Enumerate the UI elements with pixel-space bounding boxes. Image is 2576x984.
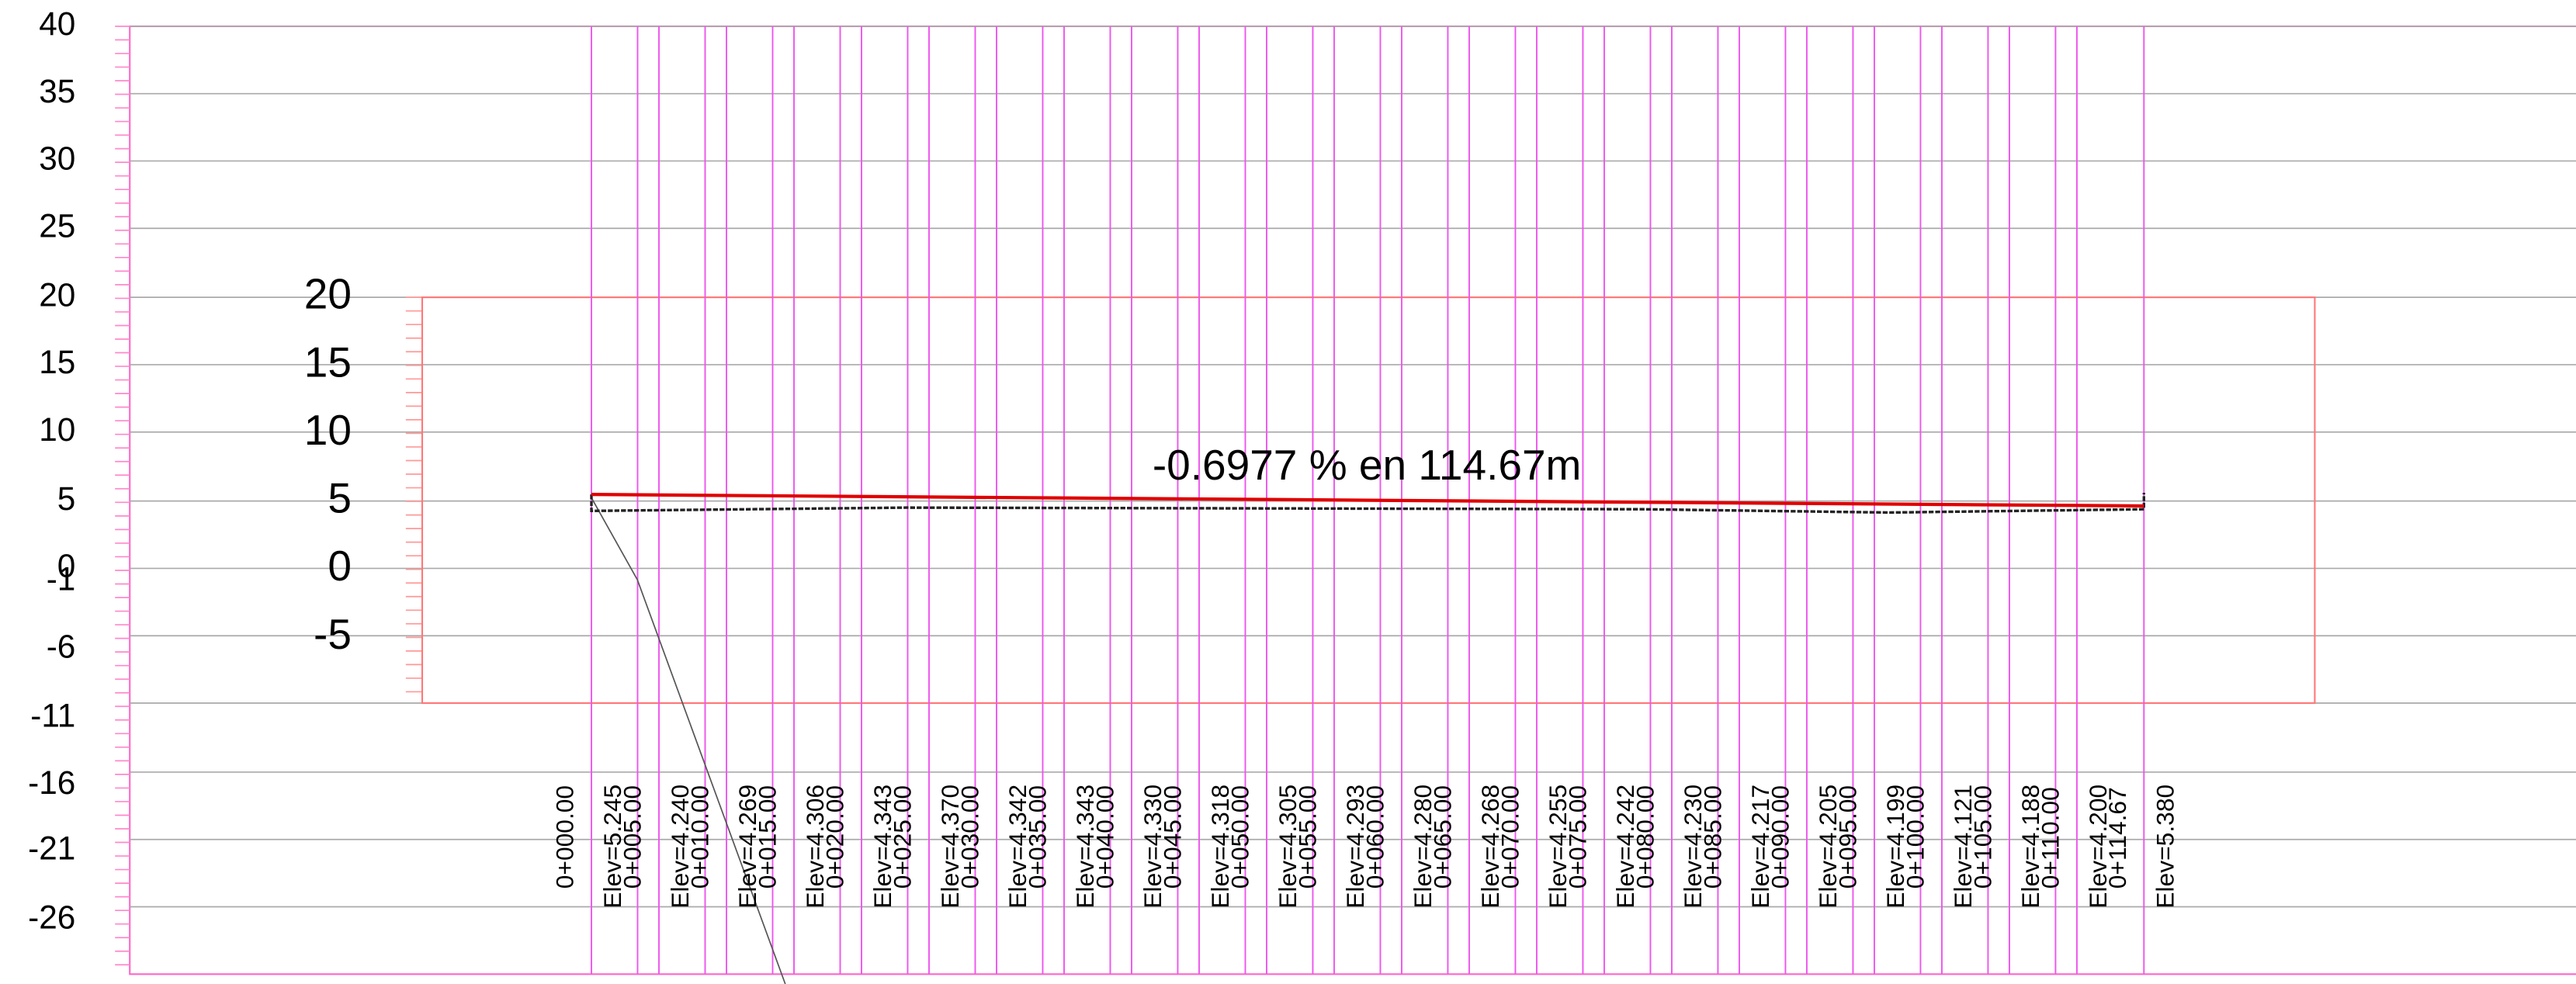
- station-label: 0+080.00: [1631, 785, 1659, 889]
- elevation-label: Elev=4.242: [1611, 785, 1639, 909]
- ground-offset-line: [591, 497, 786, 984]
- station-label: 0+005.00: [619, 785, 647, 889]
- elevation-label: Elev=4.188: [2016, 785, 2044, 909]
- elevation-label: Elev=4.330: [1139, 785, 1167, 909]
- station-label: 0+114.67: [2103, 787, 2131, 889]
- station-label: 0+085.00: [1699, 785, 1727, 889]
- design-grade: [591, 493, 2144, 508]
- inner-axis-label: 0: [328, 542, 352, 590]
- elevation-label: Elev=4.230: [1679, 785, 1707, 909]
- elevation-label: Elev=4.269: [733, 785, 761, 909]
- station-label: 0+025.00: [889, 785, 917, 889]
- elevation-label: Elev=4.199: [1881, 785, 1909, 909]
- outer-axis-label: 40: [39, 5, 75, 42]
- outer-axis-label: -26: [28, 899, 75, 936]
- station-label: 0+050.00: [1226, 785, 1254, 889]
- station-label: 0+010.00: [686, 785, 714, 889]
- station-label: 0+075.00: [1564, 785, 1592, 889]
- station-label: 0+070.00: [1496, 785, 1524, 889]
- labels: 4035302520151050-1-6-11-16-21-2620151050…: [28, 5, 2179, 936]
- elevation-label: Elev=4.370: [936, 785, 964, 909]
- outer-axis-label: -1: [47, 561, 76, 598]
- station-label: 0+040.00: [1091, 785, 1119, 889]
- elevation-label: Elev=4.205: [1814, 785, 1842, 909]
- station-label: 0+015.00: [754, 785, 782, 889]
- inner-axis-label: -5: [314, 610, 352, 658]
- elevation-label: Elev=4.217: [1746, 785, 1774, 909]
- inner-axis-label: 10: [304, 406, 352, 454]
- elevation-label: Elev=4.342: [1004, 785, 1031, 909]
- outer-axis-label: 10: [39, 411, 75, 448]
- station-label: 0+090.00: [1766, 785, 1794, 889]
- inner-axis-label: 5: [328, 474, 352, 522]
- outer-axis-label: -21: [28, 830, 75, 867]
- station-label: 0+035.00: [1024, 785, 1052, 889]
- outer-axis-label: 15: [39, 344, 75, 380]
- outer-axis-label: 25: [39, 207, 75, 244]
- outer-axis-label: 20: [39, 276, 75, 313]
- elevation-label: Elev=4.343: [1071, 785, 1099, 909]
- elevation-label: Elev=4.280: [1409, 785, 1437, 909]
- station-label: 0+045.00: [1159, 785, 1187, 889]
- elevation-label: Elev=4.343: [868, 785, 896, 909]
- elevation-label: Elev=4.255: [1544, 785, 1572, 909]
- inner-frame: [421, 296, 2316, 705]
- elevation-label: Elev=4.318: [1206, 785, 1234, 909]
- elevation-label: Elev=4.240: [666, 785, 694, 909]
- elevation-label: Elev=4.268: [1476, 785, 1504, 909]
- inner-axis-label: 15: [304, 338, 352, 386]
- station-label: 0+065.00: [1429, 785, 1457, 889]
- elevation-label: Elev=4.306: [801, 785, 829, 909]
- existing-ground: [590, 493, 2145, 515]
- elevation-label: Elev=5.245: [598, 785, 626, 909]
- station-label: 0+020.00: [821, 785, 849, 889]
- station-label: 0+100.00: [1902, 785, 1929, 889]
- outer-axis-label: 35: [39, 73, 75, 109]
- station-label: 0+060.00: [1361, 785, 1389, 889]
- station-label: 0+055.00: [1294, 785, 1322, 889]
- station-label: 0+105.00: [1969, 785, 1997, 889]
- outer-axis-label: 5: [57, 480, 76, 517]
- inner-axis-label: 20: [304, 270, 352, 318]
- station-label: 0+110.00: [2037, 787, 2065, 889]
- outer-axis-label: -6: [47, 628, 76, 664]
- outer-axis-label: 0: [57, 548, 76, 584]
- elevation-label: Elev=4.305: [1274, 785, 1302, 909]
- elevation-label: Elev=4.200: [2084, 785, 2112, 909]
- station-label: 0+000.00: [551, 785, 579, 889]
- outer-axis-label: 30: [39, 140, 75, 177]
- station-label: 0+030.00: [956, 785, 984, 889]
- grade-label: -0.6977 % en 114.67m: [1153, 441, 1582, 489]
- outer-axis-label: -11: [30, 697, 75, 733]
- station-label: 0+095.00: [1834, 785, 1862, 889]
- elevation-label: Elev=5.380: [2151, 785, 2179, 909]
- elevation-label: Elev=4.121: [1949, 785, 1977, 909]
- outer-axis-label: -16: [28, 764, 75, 801]
- elevation-label: Elev=4.293: [1341, 785, 1369, 909]
